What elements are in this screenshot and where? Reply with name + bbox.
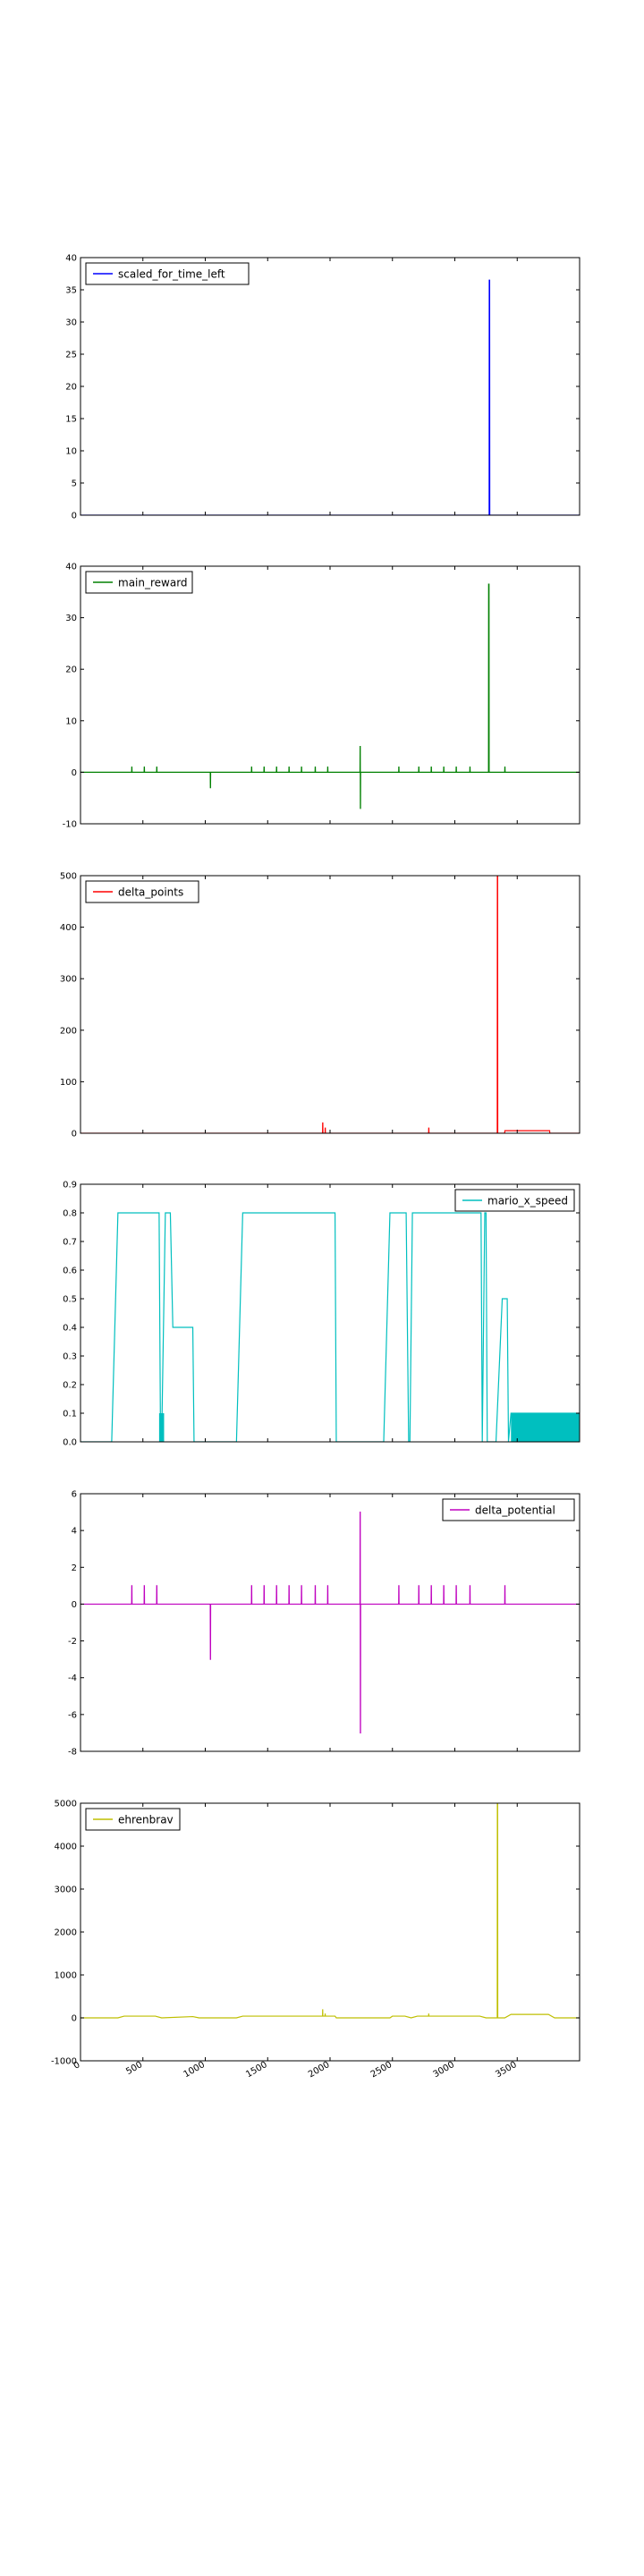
y-tick-label: 15 (65, 415, 77, 425)
legend: scaled_for_time_left (85, 262, 250, 285)
series-line-ehrenbrav (80, 1803, 580, 2019)
x-tick-label: 1000 (182, 2060, 207, 2080)
x-tick-label: 3000 (431, 2060, 456, 2080)
legend: mario_x_speed (454, 1189, 575, 1212)
plot-area (80, 1494, 580, 1751)
plot-area (80, 566, 580, 824)
series-line-scaled_for_time_left (80, 279, 580, 515)
y-tick-label: 0.7 (63, 1238, 77, 1248)
y-tick-label: 25 (65, 351, 77, 360)
plot-content (80, 1212, 580, 1442)
y-tick-label: -1000 (51, 2057, 77, 2067)
y-tick-label: 2 (72, 1563, 77, 1573)
y-tick-label: 0 (72, 768, 77, 778)
y-tick-label: 500 (60, 872, 77, 882)
subplot-2: -10 0 10 20 30 40 main_reward (63, 563, 580, 830)
legend-label: delta_points (118, 886, 183, 899)
legend-label: ehrenbrav (118, 1814, 174, 1826)
y-tick-label: 4 (72, 1527, 77, 1537)
series-line-delta_potential (80, 1511, 580, 1734)
series-line-main_reward (80, 583, 580, 809)
y-tick-label: -10 (63, 820, 77, 830)
y-tick-label: -8 (68, 1748, 77, 1758)
x-tick-label: 2000 (307, 2060, 332, 2080)
y-tick-label: 5000 (55, 1800, 77, 1809)
filled-region-2 (511, 1413, 580, 1442)
legend: ehrenbrav (85, 1808, 181, 1831)
y-tick-label: 10 (65, 716, 77, 726)
y-tick-label: 0 (72, 1130, 77, 1140)
y-tick-label: 0.2 (63, 1381, 77, 1391)
series-line-mario_x_speed (80, 1212, 580, 1442)
y-tick-label: 20 (65, 383, 77, 393)
plot-content (80, 876, 580, 1133)
plot-content (80, 1803, 580, 2019)
y-tick-label: 20 (65, 665, 77, 675)
subplots: 0510152025303540scaled_for_time_left-100… (51, 254, 580, 2080)
y-tick-label: 0.9 (63, 1181, 77, 1191)
legend: main_reward (85, 571, 193, 594)
series-line-delta_points (80, 876, 580, 1133)
y-tick-label: 400 (60, 923, 77, 933)
y-tick-label: 0.0 (63, 1438, 77, 1448)
x-tick-label: 1500 (244, 2060, 269, 2080)
y-tick-label: 6 (72, 1490, 77, 1500)
y-tick-label: 1000 (55, 1971, 77, 1981)
x-tick-label: 0 (72, 2060, 81, 2072)
subplot-3: 0 100 200 300 400 500 delta_points (60, 872, 580, 1140)
plot-content (80, 1511, 580, 1734)
legend-label: delta_potential (475, 1504, 555, 1517)
legend-label: mario_x_speed (487, 1195, 568, 1208)
y-tick-label: 10 (65, 447, 77, 457)
x-tick-label: 500 (124, 2060, 144, 2077)
legend-label: scaled_for_time_left (118, 268, 225, 281)
y-tick-label: 4000 (55, 1843, 77, 1852)
subplot-1: 0 5 10 15 20 25 30 35 40 scaled_for_time_left (65, 254, 580, 521)
y-tick-label: 100 (60, 1078, 77, 1088)
y-tick-label: 5 (72, 479, 77, 489)
plot-area (80, 1184, 580, 1442)
subplot-4: 0.0 0.1 0.2 0.3 0.4 0.5 0.6 0.7 0.8 0.9 mario_x_sp… (63, 1181, 580, 1448)
y-tick-label: 0.5 (63, 1295, 77, 1305)
y-tick-label: 0.1 (63, 1410, 77, 1419)
y-tick-label: 0.8 (63, 1209, 77, 1219)
y-tick-label: -2 (68, 1637, 77, 1647)
plot-area (80, 1803, 580, 2061)
y-tick-label: 35 (65, 286, 77, 296)
legend: delta_points (85, 880, 199, 903)
legend-box (85, 262, 250, 285)
plot-area (80, 876, 580, 1133)
subplot-5: -8 -6 -4 -2 0 2 4 6 delta_potential (68, 1490, 580, 1758)
y-tick-label: 0 (72, 2014, 77, 2024)
plot-content (80, 279, 580, 515)
legend-label: main_reward (118, 577, 188, 589)
y-tick-label: -4 (68, 1674, 77, 1683)
y-tick-label: 0 (72, 1600, 77, 1610)
y-tick-label: 0.3 (63, 1352, 77, 1362)
y-tick-label: 40 (65, 254, 77, 264)
y-tick-label: 2000 (55, 1928, 77, 1938)
y-tick-label: 0.4 (63, 1324, 77, 1334)
y-tick-label: 40 (65, 563, 77, 572)
y-tick-label: 0 (72, 512, 77, 521)
y-tick-label: 30 (65, 614, 77, 623)
y-tick-label: 3000 (55, 1885, 77, 1895)
plot-content (80, 583, 580, 809)
plot-area (80, 258, 580, 515)
x-tick-label: 3500 (494, 2060, 519, 2080)
y-tick-label: -6 (68, 1710, 77, 1720)
legend: delta_potential (442, 1498, 575, 1521)
x-tick-label: 2500 (369, 2060, 394, 2080)
y-tick-label: 30 (65, 318, 77, 328)
y-tick-label: 0.6 (63, 1267, 77, 1276)
y-tick-label: 200 (60, 1026, 77, 1036)
y-tick-label: 300 (60, 975, 77, 985)
